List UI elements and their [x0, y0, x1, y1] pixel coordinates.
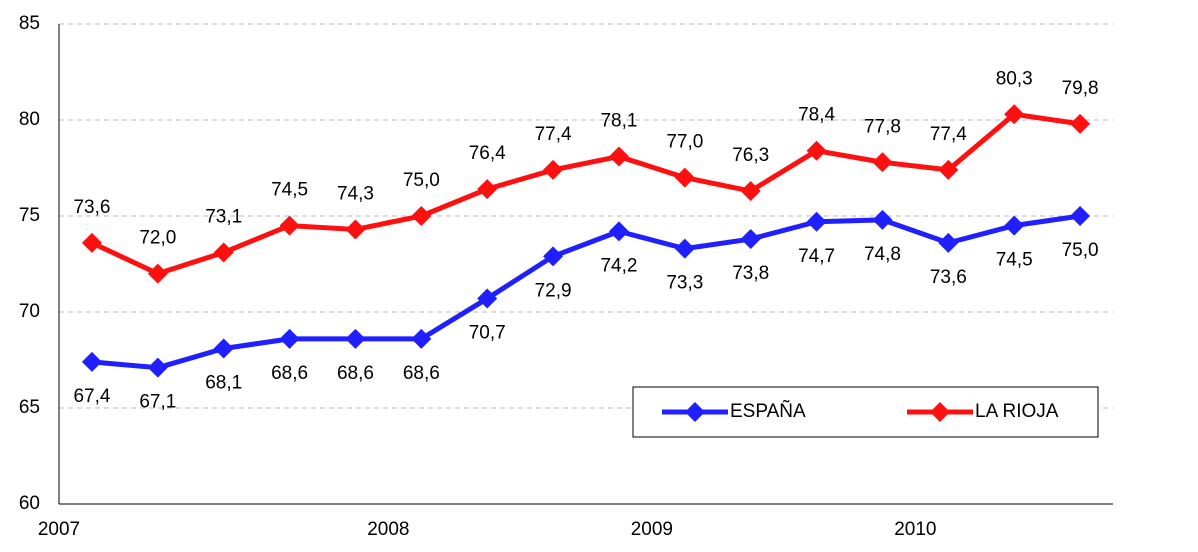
marker	[608, 146, 629, 167]
data-label: 76,3	[732, 145, 769, 166]
x-tick-label: 2009	[631, 519, 673, 540]
x-tick-label: 2007	[38, 519, 80, 540]
y-tick-label: 75	[19, 205, 40, 226]
x-tick-label: 2008	[367, 519, 409, 540]
data-label: 79,8	[1062, 78, 1099, 99]
marker	[674, 238, 695, 259]
data-label: 77,4	[535, 124, 572, 145]
marker	[81, 351, 102, 372]
legend-marker	[930, 402, 950, 422]
data-label: 68,6	[337, 363, 374, 384]
data-label: 77,0	[666, 132, 703, 153]
series: 67,4 67,1 68,1 68,6 68,6 68,6 70,7 72,9 74,2 73,3…	[73, 206, 1099, 413]
marker	[1070, 206, 1091, 226]
legend: ESPAÑA LA RIOJA	[632, 386, 1099, 438]
data-label: 77,4	[930, 124, 967, 145]
marker	[345, 328, 366, 349]
data-label: 74,2	[600, 255, 637, 276]
marker	[740, 181, 761, 202]
data-label: 73,6	[930, 267, 967, 288]
y-tick-label: 70	[19, 301, 40, 322]
legend-label: LA RIOJA	[975, 401, 1059, 422]
data-label: 68,1	[205, 372, 242, 393]
data-label: 73,1	[205, 206, 242, 227]
marker	[872, 152, 893, 173]
marker	[1004, 104, 1025, 125]
x-tick-label: 2010	[894, 519, 936, 540]
marker	[279, 328, 300, 349]
data-label: 72,0	[139, 228, 176, 249]
legend-box	[632, 386, 1099, 438]
y-tick-label: 65	[19, 397, 40, 418]
data-label: 73,3	[666, 273, 703, 294]
marker	[806, 140, 827, 161]
data-label: 75,0	[403, 170, 440, 191]
series: 73,6 72,0 73,1 74,5 74,3 75,0 76,4 77,4 78,1 77,0…	[73, 68, 1099, 284]
marker	[411, 206, 432, 226]
data-label: 68,6	[403, 363, 440, 384]
y-tick-label: 85	[19, 13, 40, 34]
data-label: 74,5	[996, 250, 1033, 271]
data-label: 73,8	[732, 263, 769, 284]
series-line	[91, 213, 1081, 371]
data-label: 70,7	[469, 323, 506, 344]
legend-label: ESPAÑA	[730, 400, 806, 422]
data-label: 73,6	[73, 197, 110, 218]
data-label: 67,1	[139, 392, 176, 413]
marker	[806, 211, 827, 232]
marker	[608, 221, 629, 242]
data-label: 67,4	[73, 386, 110, 407]
marker	[147, 357, 168, 378]
data-label: 76,4	[469, 143, 506, 164]
data-label: 77,8	[864, 116, 901, 137]
data-label: 74,5	[271, 180, 308, 201]
marker	[674, 167, 695, 188]
marker	[345, 219, 366, 240]
data-label: 80,3	[996, 68, 1033, 89]
data-label: 72,9	[535, 280, 572, 301]
y-tick-label: 80	[19, 109, 40, 130]
marker	[81, 232, 102, 253]
legend-marker	[685, 402, 705, 422]
marker	[147, 263, 168, 284]
marker	[938, 232, 959, 253]
marker	[213, 242, 234, 263]
marker	[1004, 215, 1025, 236]
marker	[938, 159, 959, 180]
data-label: 68,6	[271, 363, 308, 384]
data-label: 75,0	[1062, 240, 1099, 261]
marker	[543, 159, 564, 180]
marker	[213, 338, 234, 359]
marker	[477, 288, 498, 309]
marker	[740, 229, 761, 250]
y-tick-label: 60	[19, 493, 40, 514]
marker	[1070, 113, 1091, 134]
marker	[411, 328, 432, 349]
marker	[872, 209, 893, 230]
data-label: 74,3	[337, 183, 374, 204]
series-line	[90, 111, 1081, 277]
data-label: 78,1	[600, 110, 637, 131]
marker	[477, 179, 498, 200]
marker	[543, 246, 564, 267]
data-label: 74,8	[864, 244, 901, 265]
marker	[279, 215, 300, 236]
data-label: 78,4	[798, 105, 835, 126]
data-label: 74,7	[798, 246, 835, 267]
